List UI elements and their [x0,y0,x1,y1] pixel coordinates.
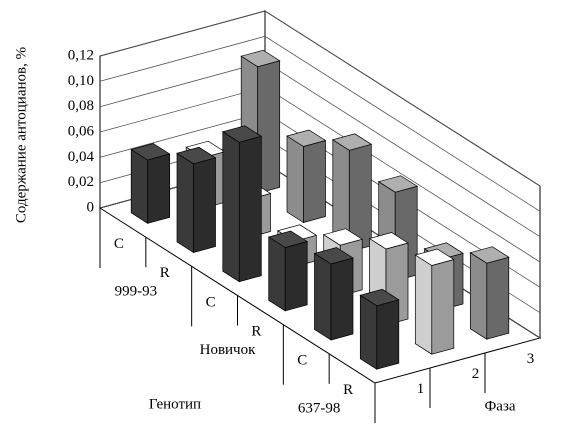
bar-top [469,246,510,264]
bar-top [359,288,400,307]
bar-side [486,256,510,340]
bar-top [313,247,354,265]
bar-front [176,152,194,254]
y-tick-label: 0,12 [68,47,94,63]
group-label: 637-98 [298,400,341,416]
bar-front [469,252,488,340]
x-tick-label: R [343,382,353,398]
bar-top [286,129,327,147]
bar-top [331,133,373,151]
y-tick-label: 0,06 [68,123,95,139]
y-tick-label: 0,08 [68,98,94,114]
x-tick-label: R [251,324,261,340]
bar-top [130,143,171,161]
bar-top [267,230,309,248]
bar-top [377,175,419,193]
bar-front [314,252,332,341]
z-axis-label: Фаза [484,398,515,414]
z-tick-label: 1 [417,381,425,397]
bar-front [130,148,149,224]
bar-side [193,157,216,253]
x-tick-label: C [114,236,124,252]
bar-top [240,49,281,68]
z-tick-label: 3 [527,351,535,367]
x-axis-label: Генотип [149,396,201,412]
group-label: 999-93 [115,284,158,300]
bar-top [368,232,409,250]
bar-side [431,259,455,355]
y-tick-label: 0,02 [68,174,94,190]
bar-side [238,135,262,283]
bar-front [286,135,304,224]
bar-front [359,294,378,370]
z-tick-label: 2 [472,366,480,382]
grid-line [99,35,541,212]
grid-line [99,10,541,187]
y-axis-label: Содержание антоцианов, % [13,47,29,223]
bar-top [322,228,364,246]
group-label: Новичок [200,342,256,358]
y-tick-label: 0,04 [68,149,95,165]
bar-top [414,248,455,266]
bar-side [284,241,308,312]
y-tick-label: 0,10 [68,73,94,89]
bar-side [147,153,171,224]
bar-top [176,146,217,165]
bar-top [221,125,263,143]
x-tick-label: C [206,294,216,310]
bar-front [268,236,286,312]
bar-side [376,299,400,370]
bar-front [222,131,240,283]
x-tick-label: C [297,353,307,369]
bar-side [330,257,354,341]
x-tick-label: R [160,265,170,281]
bar-front [414,254,433,355]
y-tick-label: 0 [87,199,95,215]
bar-side [303,140,326,223]
